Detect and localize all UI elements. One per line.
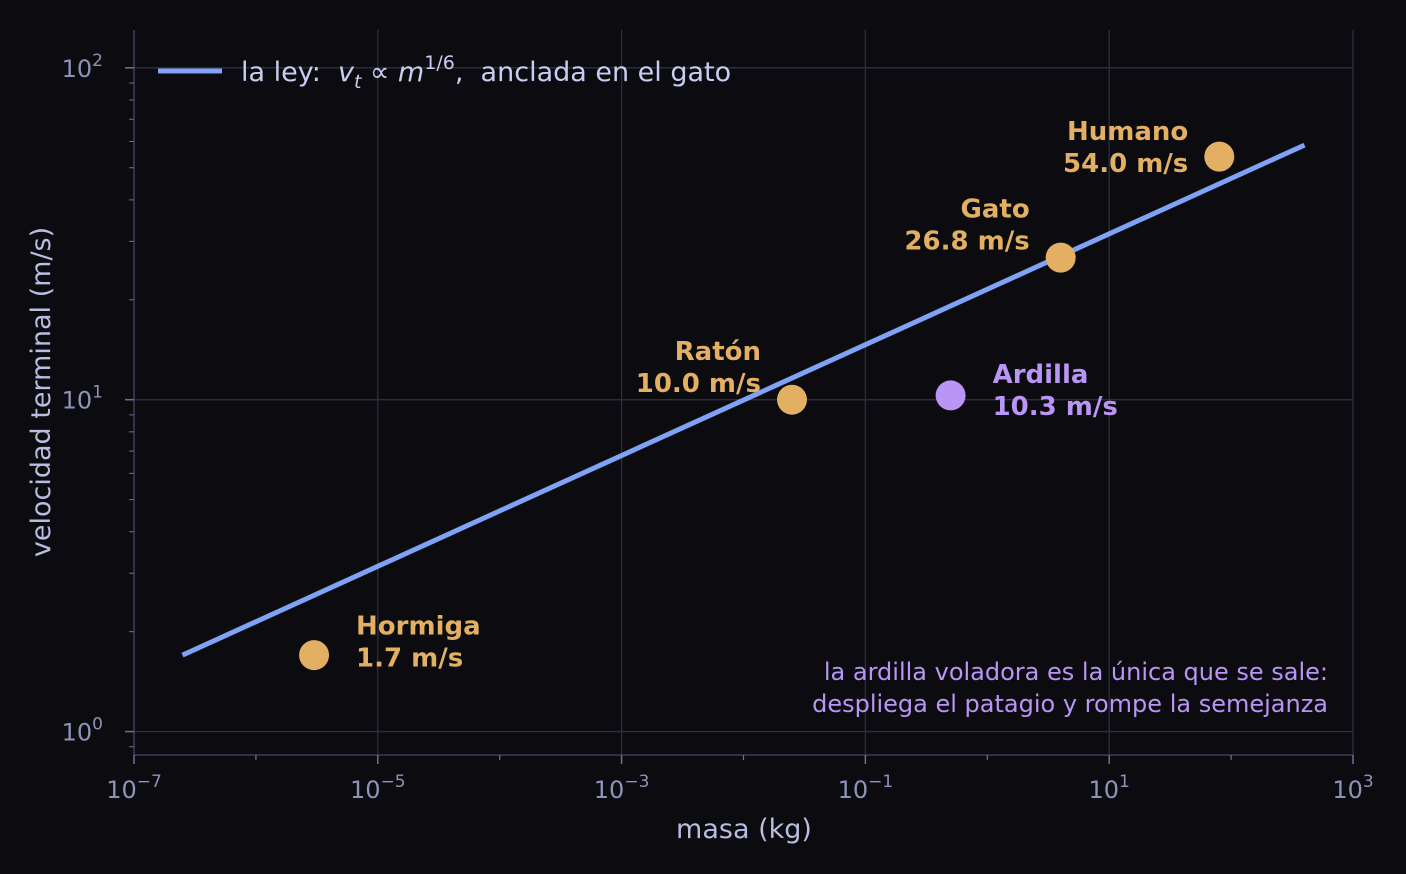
annotation-line-2: despliega el patagio y rompe la semejanz… [812, 690, 1328, 718]
point-hormiga [299, 640, 330, 671]
grid [133, 30, 1354, 755]
point-value-raton: 10.0 m/s [636, 369, 761, 399]
annotation-line-1: la ardilla voladora es la única que se s… [824, 658, 1328, 686]
point-label-ardilla: Ardilla [993, 360, 1089, 390]
y-tick-label: 100 [62, 715, 103, 747]
law-line-group [181, 142, 1306, 658]
legend-label: la ley: vt ∝ m1/6, anclada en el gato [241, 52, 731, 93]
data-points [299, 141, 1235, 671]
law-line [181, 142, 1306, 658]
point-label-gato: Gato [961, 195, 1030, 225]
point-value-humano: 54.0 m/s [1063, 149, 1188, 179]
x-axis-title: masa (kg) [676, 814, 812, 845]
point-gato [1045, 242, 1076, 273]
point-value-ardilla: 10.3 m/s [993, 392, 1118, 422]
y-tick-label: 102 [62, 51, 103, 83]
legend: la ley: vt ∝ m1/6, anclada en el gato [158, 52, 731, 93]
point-humano [1204, 141, 1235, 172]
x-tick-label: 101 [1089, 772, 1130, 804]
point-label-humano: Humano [1067, 117, 1188, 147]
point-raton [777, 384, 808, 415]
y-axis-title: velocidad terminal (m/s) [26, 227, 57, 557]
point-value-gato: 26.8 m/s [904, 227, 1029, 257]
point-label-hormiga: Hormiga [356, 612, 481, 642]
x-tick-label: 10−1 [838, 772, 894, 804]
point-ardilla [935, 380, 966, 411]
y-tick-label: 101 [62, 383, 103, 415]
point-value-hormiga: 1.7 m/s [356, 644, 463, 674]
x-tick-label: 10−7 [106, 772, 162, 804]
x-tick-label: 10−5 [350, 772, 406, 804]
axes: 10−7 10−5 10−3 10−1 101 103 100 101 102 [62, 30, 1374, 804]
x-tick-label: 103 [1332, 772, 1373, 804]
x-tick-label: 10−3 [594, 772, 650, 804]
point-label-raton: Ratón [675, 337, 761, 367]
